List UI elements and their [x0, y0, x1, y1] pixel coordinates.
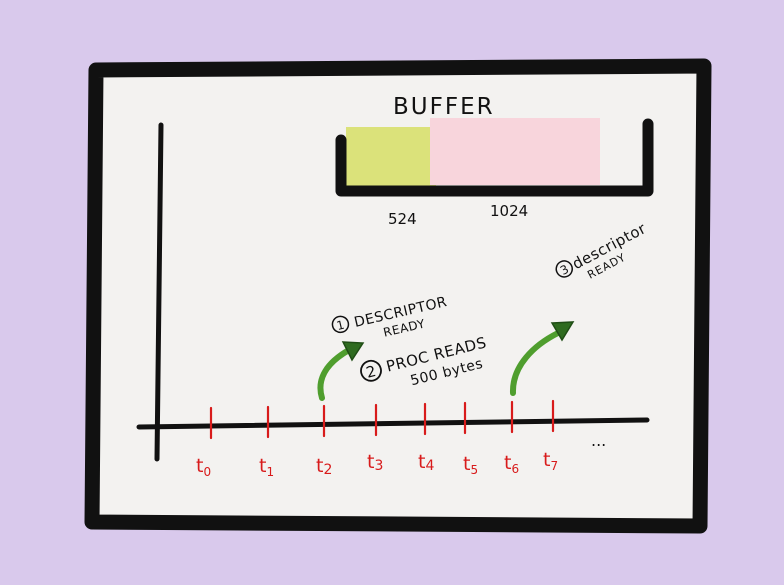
tick-marks	[209, 399, 555, 440]
tick-label-t7: t7	[543, 449, 558, 473]
tick-label-t3: t3	[367, 451, 383, 474]
time-axis	[136, 417, 650, 430]
tick-label-t1: t1	[259, 455, 274, 479]
arrow-t2	[317, 341, 365, 401]
annotation-1-number: 1	[335, 318, 346, 333]
tick-label-t5: t5	[463, 453, 478, 477]
buffer-mark-1024: 1024	[490, 202, 528, 220]
tick-label-t6: t6	[504, 452, 519, 476]
buffer-container	[335, 118, 654, 197]
tick-label-t2: t2	[316, 455, 332, 478]
tick-label-t0: t0	[196, 455, 211, 479]
buffer-filled-region	[346, 127, 436, 191]
tick-label-t4: t4	[418, 451, 434, 474]
buffer-mark-524: 524	[388, 210, 417, 228]
annotation-2-number: 2	[364, 362, 378, 382]
vertical-axis	[154, 122, 164, 462]
buffer-pending-region	[430, 118, 600, 185]
arrow-t6	[509, 321, 575, 396]
timeline-ellipsis: ...	[591, 431, 606, 450]
buffer-title: BUFFER	[393, 94, 495, 120]
